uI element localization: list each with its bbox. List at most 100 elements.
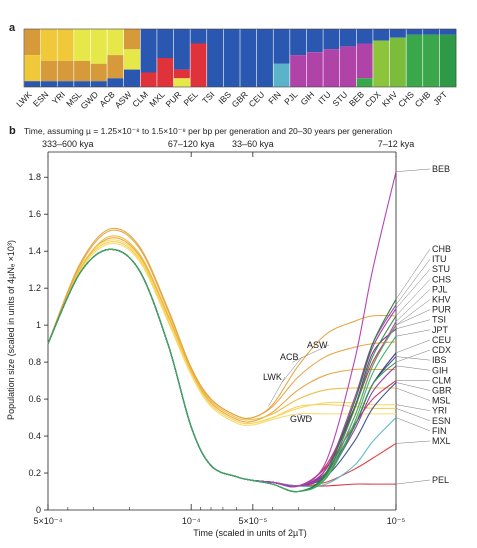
population-label-khv: KHV <box>380 89 400 109</box>
panel-b-label: b <box>9 125 16 137</box>
population-label-fin: FIN <box>266 89 283 106</box>
time-caption: Time, assuming µ = 1.25×10⁻⁸ to 1.5×10⁻⁸… <box>24 126 393 136</box>
population-label-pjl: PJL <box>282 89 300 107</box>
leader-line-mxl <box>395 440 431 444</box>
series-line-mxl <box>47 248 397 487</box>
series-label-gih: GIH <box>432 365 448 375</box>
population-label-jpt: JPT <box>431 89 449 107</box>
inline-labels: ASW ACB LWK GWD <box>263 340 330 424</box>
y-tick-label: 1.4 <box>28 246 41 256</box>
leader-line-cdx <box>395 349 431 363</box>
admixture-column-ceu <box>256 29 274 87</box>
leader-line-khv <box>395 299 431 326</box>
series-line-gih <box>47 248 397 487</box>
series-label-yri: YRI <box>432 406 447 416</box>
series-line-esn <box>47 241 397 425</box>
inline-label-asw: ASW <box>307 340 328 350</box>
series-label-pjl: PJL <box>432 284 448 294</box>
admixture-plot <box>23 28 457 88</box>
leader-line-msl <box>395 387 431 401</box>
series-label-itu: ITU <box>432 254 447 264</box>
series-label-beb: BEB <box>432 164 450 174</box>
series-line-lwk <box>47 237 396 423</box>
population-label-pur: PUR <box>163 89 183 109</box>
series-line-jpt <box>47 248 397 493</box>
series-label-chs: CHS <box>432 274 451 284</box>
population-label-yri: YRI <box>50 89 67 106</box>
population-label-gbr: GBR <box>230 89 250 109</box>
admixture-column-pur <box>173 29 191 87</box>
admixture-column-pel <box>189 29 208 87</box>
leader-line-stu <box>395 269 431 309</box>
admixture-column-gwd <box>90 29 108 87</box>
admixture-column-itu <box>322 29 340 87</box>
panel-a-label: a <box>9 22 16 34</box>
admixture-column-gih <box>306 29 324 87</box>
population-label-chs: CHS <box>396 89 416 109</box>
series-label-tsi: TSI <box>432 315 446 325</box>
x-tick-label: 5×10⁻⁵ <box>238 516 267 526</box>
leader-line-gih <box>395 365 431 371</box>
inline-leader-acb <box>281 356 303 383</box>
series-line-msl <box>47 235 396 421</box>
leader-line-pur <box>395 309 431 326</box>
admixture-column-mxl <box>156 29 174 87</box>
series-line-asw <box>47 227 397 420</box>
chart-series <box>47 171 397 493</box>
right-labels: BEBCHBITUSTUCHSPJLKHVPURTSIJPTCEUCDXIBSG… <box>395 164 452 485</box>
admixture-column-cdx <box>372 29 390 87</box>
leader-line-ceu <box>395 339 431 354</box>
admixture-column-pjl <box>289 29 307 87</box>
population-label-asw: ASW <box>113 89 134 110</box>
series-line-gbr <box>47 248 397 487</box>
y-tick-label: 1 <box>36 320 41 330</box>
series-label-khv: KHV <box>432 295 451 305</box>
series-line-itu <box>47 248 397 488</box>
admixture-column-fin <box>272 29 291 87</box>
admixture-column-asw <box>123 29 141 87</box>
series-line-pjl <box>47 248 397 487</box>
admixture-column-tsi <box>206 29 224 87</box>
admixture-column-acb <box>106 29 124 87</box>
inline-leader-asw <box>292 344 330 363</box>
series-line-gwd <box>47 242 396 427</box>
x-tick-label: 10⁻⁵ <box>387 516 406 526</box>
leader-line-chb <box>395 248 431 300</box>
admixture-column-beb <box>356 29 374 87</box>
population-label-mxl: MXL <box>147 89 167 109</box>
admixture-column-chs <box>405 29 424 87</box>
population-label-gwd: GWD <box>78 89 100 111</box>
series-line-clm <box>47 248 397 488</box>
y-tick-label: 0.6 <box>28 394 41 404</box>
chart-axes: 0 0.2 0.4 0.6 0.8 1 1.2 1.4 1.6 1.8 5×10⁻⁴ 10⁻⁴ 5×10… <box>28 156 406 526</box>
x-axis-label: Time (scaled in units of 2µT) <box>193 528 306 538</box>
top-tick-label: 7–12 kya <box>378 139 415 149</box>
series-line-tsi <box>47 248 397 488</box>
population-label-cdx: CDX <box>363 89 383 109</box>
admixture-column-clm <box>140 29 158 87</box>
admixture-column-khv <box>389 29 407 87</box>
population-size-chart: 0 0.2 0.4 0.6 0.8 1 1.2 1.4 1.6 1.8 5×10⁻⁴ 10⁻⁴ 5×10… <box>28 156 452 526</box>
y-tick-label: 0.2 <box>28 468 41 478</box>
y-tick-label: 0.4 <box>28 431 41 441</box>
top-tick-label: 33–60 kya <box>232 139 274 149</box>
series-line-pel <box>47 248 396 487</box>
population-label-gih: GIH <box>298 89 316 107</box>
inline-leader-gwd <box>298 413 313 420</box>
population-label-clm: CLM <box>130 89 150 109</box>
series-line-stu <box>47 248 397 488</box>
population-label-itu: ITU <box>316 89 333 106</box>
y-tick-label: 1.8 <box>28 172 41 182</box>
series-label-stu: STU <box>432 264 450 274</box>
series-label-ceu: CEU <box>432 335 451 345</box>
series-label-esn: ESN <box>432 416 451 426</box>
leader-line-tsi <box>395 319 431 330</box>
leader-line-fin <box>395 417 431 432</box>
population-label-pel: PEL <box>181 89 200 108</box>
series-line-yri <box>47 239 397 425</box>
leader-line-pel <box>395 479 431 485</box>
population-label-chb: CHB <box>413 89 433 109</box>
series-label-pur: PUR <box>432 305 452 315</box>
